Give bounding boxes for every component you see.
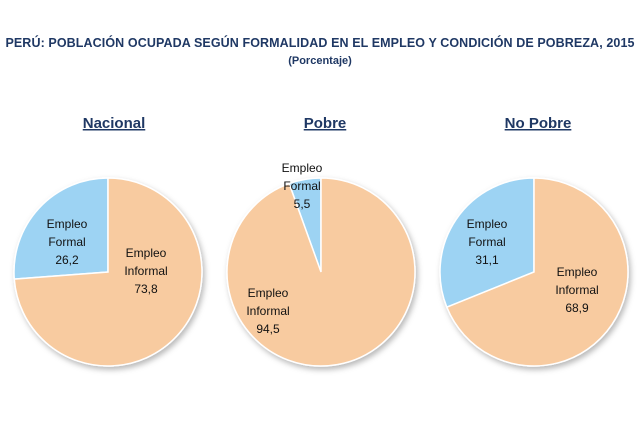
- data-label-formal: Empleo Formal 26,2: [47, 217, 88, 267]
- pie-title: Nacional: [83, 115, 146, 132]
- data-label-formal: Empleo Formal 5,5: [282, 161, 323, 211]
- pie-slice-formal: [439, 177, 535, 309]
- chart-subtitle: (Porcentaje): [288, 55, 352, 67]
- pie-chart: No Pobre Empleo Formal 31,1 Empleo Informal 68…: [439, 115, 629, 367]
- pie-chart: Pobre Empleo Formal 5,5 Empleo Informal 94,5: [226, 115, 416, 367]
- pie-chart: Nacional Empleo Formal 26,2 Empleo Informal 73…: [13, 115, 203, 367]
- pie-slice-informal: [226, 177, 416, 367]
- pie-title: Pobre: [304, 115, 347, 132]
- data-label-informal: Empleo Informal 94,5: [246, 286, 289, 336]
- pie-slice-informal: [13, 177, 203, 367]
- chart-title: PERÚ: POBLACIÓN OCUPADA SEGÚN FORMALIDAD…: [5, 36, 635, 50]
- pie-title: No Pobre: [505, 115, 572, 132]
- pie-slice-formal: [13, 177, 109, 280]
- data-label-formal: Empleo Formal 31,1: [467, 217, 508, 267]
- data-label-informal: Empleo Informal 73,8: [124, 246, 167, 296]
- pie-slice-informal: [445, 177, 629, 367]
- data-label-informal: Empleo Informal 68,9: [555, 265, 598, 315]
